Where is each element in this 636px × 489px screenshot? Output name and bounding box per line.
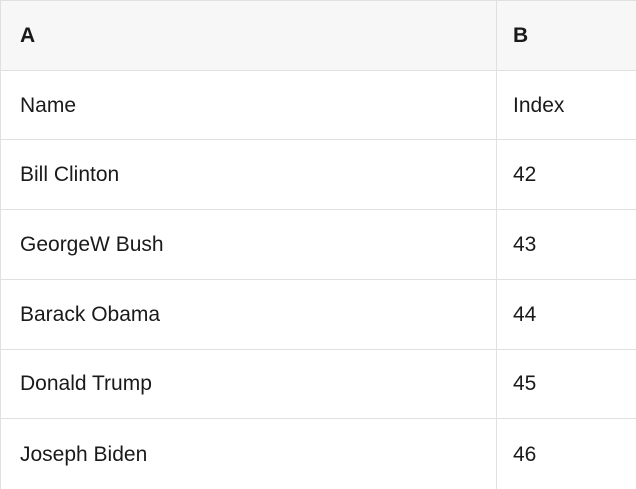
table-row-joseph-biden: Joseph Biden 46 (1, 419, 636, 489)
cell-index-header[interactable]: Index (513, 93, 565, 117)
column-header-a[interactable]: A (1, 1, 497, 70)
cell-name-bill-clinton[interactable]: Bill Clinton (1, 140, 497, 210)
table-row-donald-trump: Donald Trump 45 (1, 349, 636, 420)
cell-index-46[interactable]: 46 (513, 442, 537, 466)
table-row-field-names: Name Index (1, 70, 636, 141)
cell-index-45[interactable]: 45 (513, 372, 537, 396)
cell-name-donald-trump[interactable]: Donald Trump (1, 349, 497, 419)
cell-name-barack-obama[interactable]: Barack Obama (1, 279, 497, 349)
cell-name-joseph-biden[interactable]: Joseph Biden (1, 419, 497, 489)
cell-name-header[interactable]: Name (1, 70, 497, 140)
column-header-b[interactable]: B (513, 23, 529, 47)
table-row-georgew-bush: GeorgeW Bush 43 (1, 210, 636, 280)
table-row-barack-obama: Barack Obama 44 (1, 279, 636, 350)
cell-index-42[interactable]: 42 (513, 163, 537, 187)
cell-index-43[interactable]: 43 (513, 232, 537, 256)
column-header-row: A B (1, 1, 636, 71)
cell-index-44[interactable]: 44 (513, 302, 537, 326)
cell-name-georgew-bush[interactable]: GeorgeW Bush (1, 210, 497, 279)
table-row-bill-clinton: Bill Clinton 42 (1, 140, 636, 211)
